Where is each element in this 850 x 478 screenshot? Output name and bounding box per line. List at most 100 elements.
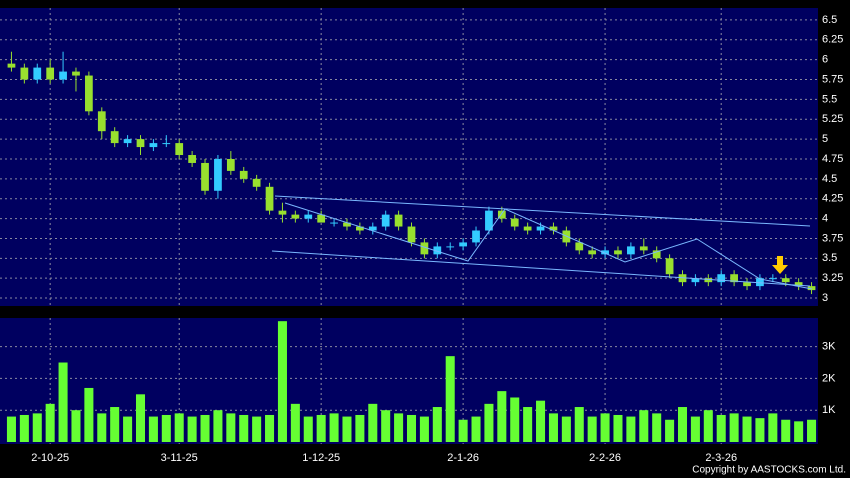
volume-bar xyxy=(200,414,210,442)
volume-bar xyxy=(536,400,546,442)
volume-bar xyxy=(703,410,713,442)
volume-bar xyxy=(626,416,636,442)
x-tick-label: 2-3-26 xyxy=(705,452,737,464)
volume-bar xyxy=(755,418,765,442)
candle-body xyxy=(381,214,390,227)
candle-body xyxy=(420,242,429,255)
candle-body xyxy=(459,242,467,247)
volume-bar xyxy=(265,414,275,442)
candle-body xyxy=(136,139,145,148)
volume-bar xyxy=(665,419,675,442)
candle-body xyxy=(149,143,158,148)
volume-bar xyxy=(277,321,287,442)
volume-bar xyxy=(239,414,249,442)
y-tick-label: 3 xyxy=(822,292,828,304)
candle-body xyxy=(85,75,93,112)
candle-body xyxy=(356,226,364,231)
candle-body xyxy=(601,250,609,255)
y-tick-label: 5 xyxy=(822,133,828,145)
candle-body xyxy=(536,226,545,231)
candle-body xyxy=(72,71,80,76)
volume-bar xyxy=(729,413,739,442)
trend-line xyxy=(284,202,813,290)
candle-body xyxy=(485,210,493,231)
candle-body xyxy=(214,158,222,191)
y-tick-label: 3.5 xyxy=(822,252,837,264)
x-tick-label: 2-2-26 xyxy=(589,452,621,464)
candle-body xyxy=(614,250,622,255)
volume-bar xyxy=(510,397,520,442)
candle-body xyxy=(652,250,661,259)
x-tick-label: 2-10-25 xyxy=(31,452,69,464)
y-tick-label: 4.25 xyxy=(822,193,843,205)
candle-body xyxy=(123,139,132,144)
volume-bar xyxy=(110,407,120,442)
volume-bar xyxy=(368,403,378,442)
volume-bar xyxy=(600,413,610,442)
y-tick-label: 4.5 xyxy=(822,173,837,185)
candle-body xyxy=(743,282,751,287)
candle-body xyxy=(756,278,764,287)
trend-line xyxy=(274,195,811,227)
candle-body xyxy=(330,222,338,224)
candle-body xyxy=(162,143,171,145)
volume-bar xyxy=(561,416,571,442)
trend-lines xyxy=(271,195,813,290)
volume-bar xyxy=(32,413,42,442)
candle-body xyxy=(278,210,287,215)
candle-body xyxy=(497,210,506,219)
volume-bar xyxy=(97,413,107,442)
volume-bar xyxy=(148,416,158,442)
volume-bar xyxy=(213,410,223,442)
volume-bar xyxy=(342,416,352,442)
candle-body xyxy=(291,214,300,219)
y-tick-label: 5.5 xyxy=(822,93,837,105)
candle-body xyxy=(188,155,196,163)
candle-body xyxy=(201,162,209,191)
candle-body xyxy=(588,250,597,255)
candle-body xyxy=(639,246,648,251)
volume-bar xyxy=(71,410,81,442)
volume-bar xyxy=(419,416,429,442)
volume-bar xyxy=(394,413,404,442)
y-tick-label: 6.5 xyxy=(822,14,837,26)
volume-bar xyxy=(484,403,494,442)
volume-bar xyxy=(587,416,597,442)
candle-body xyxy=(510,218,519,227)
y-tick-label: 1K xyxy=(822,404,836,416)
volume-bar xyxy=(45,403,55,442)
candle-body xyxy=(33,67,42,80)
volume-bar xyxy=(381,410,391,442)
x-tick-label: 3-11-25 xyxy=(161,452,198,464)
candle-body xyxy=(523,226,532,231)
volume-bar xyxy=(639,410,649,442)
volume-bar xyxy=(781,419,791,442)
volume-bar xyxy=(574,407,584,442)
volume-bar xyxy=(6,416,16,442)
candle-body xyxy=(665,258,674,275)
volume-bar xyxy=(123,416,133,442)
candle-body xyxy=(110,131,119,144)
volume-bar xyxy=(716,414,726,442)
volume-bar xyxy=(303,416,313,442)
candle-body xyxy=(59,71,67,80)
volume-bar xyxy=(742,416,752,442)
y-tick-label: 5.25 xyxy=(822,113,843,125)
volume-bar xyxy=(807,419,817,442)
candle-body xyxy=(768,278,777,280)
volume-bar xyxy=(523,407,533,442)
candle-body xyxy=(394,214,403,227)
candle-body xyxy=(549,226,558,231)
volume-bar xyxy=(677,407,688,442)
candle-body xyxy=(794,282,803,287)
volume-bar xyxy=(548,413,558,442)
volume-bar xyxy=(445,356,455,442)
candle-body xyxy=(226,158,235,171)
volume-bar xyxy=(794,421,804,442)
volume-bar xyxy=(406,414,417,442)
x-tick-label: 2-1-26 xyxy=(447,452,479,464)
x-tick-label: 1-12-25 xyxy=(302,452,340,464)
candle-body xyxy=(20,67,29,80)
y-tick-label: 6.25 xyxy=(822,34,843,46)
